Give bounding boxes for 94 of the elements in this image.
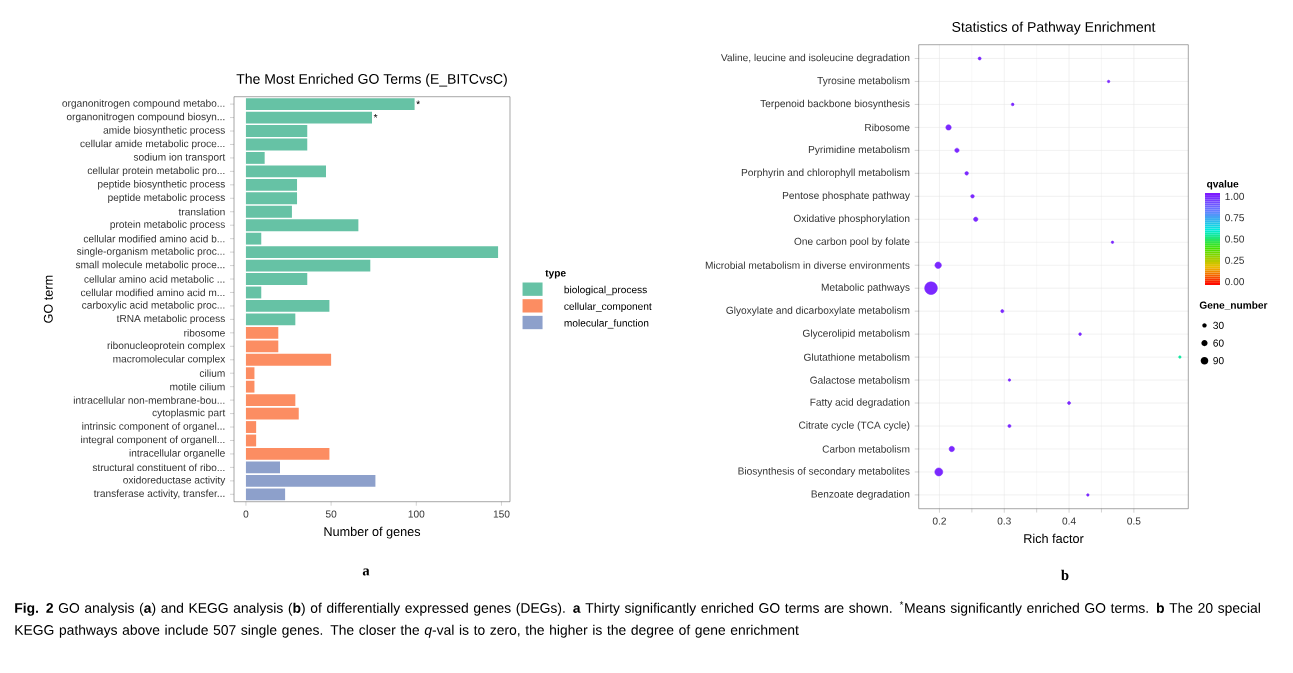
legend-label: cellular_component xyxy=(564,302,652,312)
annotation: * xyxy=(373,114,378,118)
text: Fig. 2 GO analysis (a) and KEGG analysis (b) of differentially expressed genes (DEGs). a Thirty significantly enriched GO terms are shown. $^{*}$Means significantly enriched GO terms. b The 20 special KEGG pathways above include 507 single genes. The closer the q-val is to zero, the higher is the degree of gene enrichment xyxy=(15,601,1260,638)
y-tick-label: Metabolic pathways xyxy=(821,283,910,293)
bar xyxy=(245,125,308,137)
y-tick-label: Tyrosine metabolism xyxy=(817,76,910,87)
y-tick-label: Terpenoid backbone biosynthesis xyxy=(760,99,910,110)
y-tick-label: Microbial metabolism in diverse environments xyxy=(705,261,910,269)
text: b xyxy=(1061,569,1069,581)
chart-title: The Most Enriched GO Terms (E_BITCvsC) xyxy=(236,73,507,87)
y-tick-label: Glyoxylate and dicarboxylate metabolism xyxy=(726,306,910,316)
y-tick-label: cellular amide metabolic proce... xyxy=(80,139,225,150)
x-axis-title: Rich factor xyxy=(1024,533,1084,544)
y-tick-label: macromolecular complex xyxy=(113,355,226,365)
color-bar-label: 0.50 xyxy=(1225,235,1245,243)
y-tick-label: Oxidative phosphorylation xyxy=(793,214,910,225)
y-tick-label: Galactose metabolism xyxy=(810,376,910,384)
y-tick-label: Carbon metabolism xyxy=(822,445,910,453)
bar xyxy=(245,98,415,111)
legend-label: 60 xyxy=(1213,339,1224,347)
x-tick-label: 100 xyxy=(408,510,425,518)
y-tick-label: Pentose phosphate pathway xyxy=(782,191,910,202)
y-axis-title: GO term xyxy=(43,275,53,323)
y-tick-label: intracellular organelle xyxy=(129,449,225,459)
y-tick-label: cellular modified amino acid b... xyxy=(83,234,225,243)
y-tick-label: Glycerolipid metabolism xyxy=(802,329,910,339)
y-tick-label: cellular amino acid metabolic ... xyxy=(84,275,225,283)
bar xyxy=(245,259,371,272)
y-tick-label: cytoplasmic part xyxy=(152,408,226,419)
color-bar-label: 0.25 xyxy=(1225,256,1245,264)
y-tick-label: peptide metabolic process xyxy=(108,193,225,204)
y-tick-label: motile cilium xyxy=(170,382,225,391)
y-tick-label: Pyrimidine metabolism xyxy=(808,145,910,156)
x-tick-label: 0 xyxy=(243,510,249,518)
y-tick-label: oxidoreductase activity xyxy=(123,476,226,486)
bar xyxy=(245,407,299,420)
bar xyxy=(245,448,330,460)
y-tick-label: cellular protein metabolic pro... xyxy=(87,166,225,177)
y-tick-label: sodium ion transport xyxy=(133,153,226,163)
y-tick-label: Valine, leucine and isoleucine degradation xyxy=(720,53,910,64)
color-bar-label: 0.00 xyxy=(1225,277,1245,286)
bar xyxy=(245,286,262,299)
y-tick-label: structural constituent of ribo... xyxy=(92,463,225,472)
y-tick-label: Biosynthesis of secondary metabolites xyxy=(738,467,910,477)
bar xyxy=(245,111,372,124)
x-tick-label: 0.3 xyxy=(997,517,1011,525)
y-tick-label: integral component of organell... xyxy=(81,435,225,446)
bar xyxy=(245,273,308,285)
y-tick-label: Porphyrin and chlorophyll metabolism xyxy=(741,168,910,179)
y-tick-label: Fatty acid degradation xyxy=(810,398,910,408)
text: a xyxy=(362,568,370,576)
annotation: * xyxy=(416,100,420,105)
y-tick-label: cilium xyxy=(199,369,225,377)
y-tick-label: tRNA metabolic process xyxy=(116,314,225,325)
x-tick-label: 0.5 xyxy=(1127,517,1141,525)
y-tick-label: organonitrogen compound biosyn... xyxy=(66,112,225,123)
bar xyxy=(245,461,280,474)
y-tick-label: small molecule metabolic proce... xyxy=(75,260,225,271)
x-tick-label: 150 xyxy=(493,510,510,518)
color-bar-label: 0.75 xyxy=(1225,214,1245,222)
y-tick-label: peptide biosynthetic process xyxy=(98,180,225,190)
y-tick-label: Benzoate degradation xyxy=(811,490,910,500)
legend-title: type xyxy=(545,269,566,279)
y-tick-label: amide biosynthetic process xyxy=(103,126,225,136)
legend-label: 90 xyxy=(1213,357,1224,365)
y-tick-label: organonitrogen compound metabo... xyxy=(62,99,225,109)
y-tick-label: protein metabolic process xyxy=(110,220,225,230)
y-tick-label: transferase activity, transfer... xyxy=(93,489,225,500)
y-tick-label: Ribosome xyxy=(865,123,910,132)
color-bar-title: qvalue xyxy=(1207,180,1239,190)
y-tick-label: ribosome xyxy=(184,329,225,337)
y-tick-label: intrinsic component of organel... xyxy=(82,422,225,432)
y-tick-label: Glutathione metabolism xyxy=(804,353,910,361)
legend-label: molecular_function xyxy=(564,319,649,329)
x-tick-label: 0.4 xyxy=(1062,517,1076,525)
bar xyxy=(245,138,308,151)
x-tick-label: 50 xyxy=(325,510,337,518)
legend-label: 30 xyxy=(1213,321,1224,330)
y-tick-label: translation xyxy=(178,208,225,216)
y-tick-label: ribonucleoprotein complex xyxy=(107,341,226,352)
y-tick-label: carboxylic acid metabolic proc... xyxy=(82,301,225,311)
bar xyxy=(245,434,257,447)
chart-title: Statistics of Pathway Enrichment xyxy=(952,21,1156,35)
y-tick-label: cellular modified amino acid m... xyxy=(80,288,225,297)
y-tick-label: Citrate cycle (TCA cycle) xyxy=(799,421,910,431)
y-tick-label: single-organism metabolic proc... xyxy=(76,247,225,257)
x-tick-label: 0.2 xyxy=(932,517,946,525)
x-axis-title: Number of genes xyxy=(324,526,421,539)
color-bar-label: 1.00 xyxy=(1225,192,1245,200)
y-tick-label: intracellular non-membrane-bou... xyxy=(73,396,225,404)
bar xyxy=(245,421,257,433)
legend-title: Gene_number xyxy=(1199,301,1268,310)
legend-label: biological_process xyxy=(564,285,647,296)
y-tick-label: One carbon pool by folate xyxy=(794,237,910,247)
